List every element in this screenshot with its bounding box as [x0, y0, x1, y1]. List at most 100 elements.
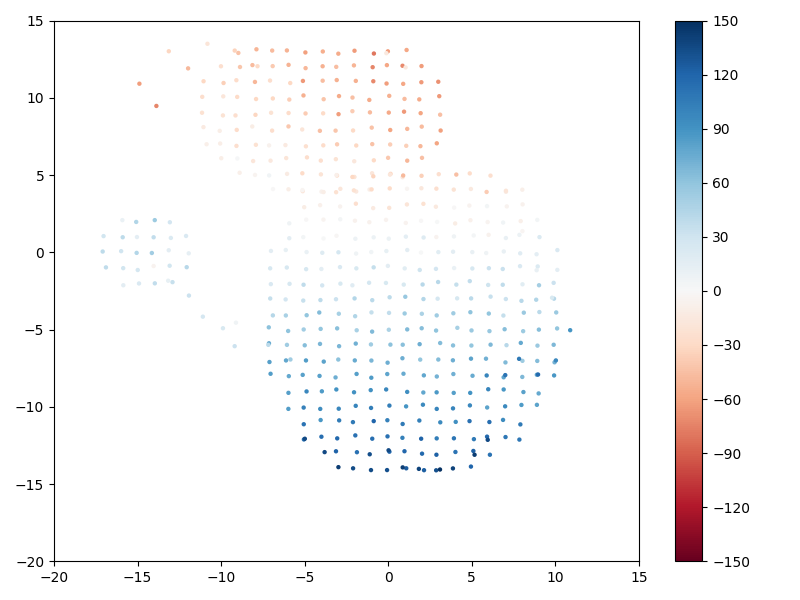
- Point: [446, 404, 459, 413]
- Point: [430, 232, 442, 242]
- Point: [315, 264, 328, 274]
- Point: [417, 388, 430, 397]
- Point: [298, 419, 310, 429]
- Point: [149, 278, 162, 288]
- Point: [250, 140, 262, 149]
- Point: [314, 170, 327, 179]
- Point: [463, 277, 476, 286]
- Point: [348, 388, 361, 397]
- Point: [384, 125, 397, 135]
- Point: [430, 311, 443, 320]
- Point: [234, 62, 246, 72]
- Point: [382, 261, 394, 271]
- Point: [349, 216, 362, 226]
- Point: [497, 218, 510, 227]
- Point: [365, 373, 378, 383]
- Point: [396, 419, 409, 429]
- Point: [531, 341, 544, 350]
- Point: [350, 339, 362, 349]
- Point: [262, 170, 275, 180]
- Point: [383, 170, 396, 179]
- Point: [448, 263, 461, 273]
- Point: [330, 385, 342, 394]
- Point: [464, 215, 477, 225]
- Point: [415, 309, 428, 319]
- Point: [532, 370, 545, 379]
- Point: [330, 171, 343, 181]
- Point: [282, 122, 295, 131]
- Point: [196, 92, 209, 101]
- Point: [380, 385, 393, 394]
- Point: [382, 47, 394, 56]
- Point: [317, 47, 330, 56]
- Point: [401, 387, 414, 397]
- Point: [482, 385, 494, 394]
- Point: [298, 434, 310, 444]
- Point: [200, 139, 213, 149]
- Point: [262, 338, 275, 348]
- Point: [564, 325, 577, 335]
- Point: [434, 126, 447, 136]
- Point: [180, 231, 193, 241]
- Point: [380, 49, 393, 58]
- Point: [418, 466, 430, 475]
- Point: [399, 292, 412, 302]
- Point: [533, 307, 546, 317]
- Point: [147, 232, 160, 242]
- Point: [117, 263, 130, 273]
- Point: [346, 106, 358, 116]
- Point: [318, 94, 330, 104]
- Point: [250, 94, 262, 104]
- Point: [349, 234, 362, 244]
- Point: [363, 95, 376, 105]
- Point: [498, 247, 510, 256]
- Point: [396, 61, 409, 71]
- Point: [430, 388, 443, 397]
- Point: [383, 401, 396, 410]
- Point: [515, 296, 528, 305]
- Point: [499, 370, 512, 380]
- Point: [434, 110, 446, 119]
- Point: [530, 295, 542, 305]
- Point: [246, 156, 259, 166]
- Point: [264, 76, 277, 85]
- Point: [316, 281, 329, 290]
- Point: [313, 371, 326, 381]
- Point: [262, 340, 274, 350]
- Point: [446, 247, 459, 257]
- Point: [133, 79, 146, 88]
- Point: [400, 45, 413, 55]
- Point: [417, 199, 430, 209]
- Point: [350, 448, 363, 457]
- Point: [433, 91, 446, 101]
- Point: [430, 466, 442, 475]
- Point: [533, 232, 546, 242]
- Point: [346, 172, 358, 182]
- Point: [482, 435, 494, 445]
- Point: [530, 370, 543, 380]
- Point: [498, 325, 511, 334]
- Point: [282, 184, 295, 194]
- Point: [366, 139, 378, 149]
- Point: [228, 46, 241, 55]
- Point: [533, 280, 546, 290]
- Point: [330, 187, 342, 197]
- Point: [133, 278, 146, 288]
- Point: [413, 464, 426, 473]
- Point: [298, 325, 310, 334]
- Point: [365, 356, 378, 365]
- Point: [498, 373, 510, 382]
- Point: [546, 293, 558, 302]
- Point: [298, 202, 310, 212]
- Point: [367, 49, 380, 58]
- Point: [416, 153, 429, 163]
- Point: [383, 447, 396, 457]
- Point: [283, 95, 296, 104]
- Point: [346, 418, 359, 427]
- Point: [483, 326, 496, 336]
- Point: [365, 308, 378, 317]
- Point: [400, 464, 413, 473]
- Point: [350, 140, 362, 150]
- Point: [363, 217, 376, 227]
- Point: [414, 340, 426, 349]
